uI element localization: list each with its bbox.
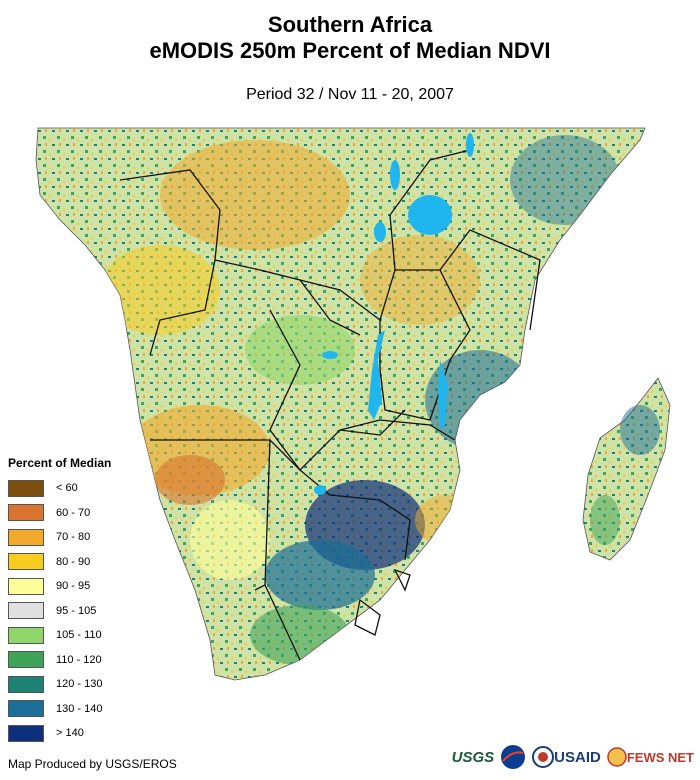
legend-swatch bbox=[8, 724, 44, 742]
legend-item: 90 - 95 bbox=[8, 574, 158, 599]
fews-logo: FEWS NET bbox=[607, 747, 694, 767]
legend-swatch bbox=[8, 528, 44, 546]
legend-title: Percent of Median bbox=[8, 456, 112, 470]
legend-swatch bbox=[8, 675, 44, 693]
legend-label: 60 - 70 bbox=[56, 506, 91, 519]
legend-item: < 60 bbox=[8, 476, 158, 501]
legend-item: 110 - 120 bbox=[8, 648, 158, 673]
legend-items: < 60 60 - 70 70 - 80 80 - 90 90 - 95 95 - 105… bbox=[8, 476, 158, 746]
legend-item: 70 - 80 bbox=[8, 525, 158, 550]
legend-item: 95 - 105 bbox=[8, 599, 158, 624]
ndvi-map bbox=[35, 127, 671, 681]
inland-water bbox=[314, 133, 474, 495]
fews-globe-icon bbox=[607, 747, 627, 767]
logo-strip: USGS USAID FEWS NET bbox=[452, 740, 694, 774]
legend: Percent of Median < 60 60 - 70 70 - 80 80 -… bbox=[8, 456, 158, 746]
nasa-meatball-icon bbox=[501, 745, 526, 769]
legend-swatch bbox=[8, 553, 44, 571]
legend-swatch bbox=[8, 651, 44, 669]
usaid-seal-icon bbox=[532, 746, 555, 768]
legend-label: < 60 bbox=[56, 482, 78, 495]
legend-swatch bbox=[8, 504, 44, 522]
legend-label: > 140 bbox=[56, 727, 84, 740]
legend-label: 70 - 80 bbox=[56, 531, 91, 544]
legend-swatch bbox=[8, 626, 44, 644]
usaid-logo: USAID bbox=[532, 746, 601, 768]
legend-label: 130 - 140 bbox=[56, 702, 103, 715]
madagascar-anomaly bbox=[590, 405, 660, 545]
credit-text: Map Produced by USGS/EROS bbox=[8, 757, 177, 771]
legend-item: > 140 bbox=[8, 721, 158, 746]
legend-label: 80 - 90 bbox=[56, 555, 91, 568]
legend-item: 105 - 110 bbox=[8, 623, 158, 648]
legend-label: 120 - 130 bbox=[56, 678, 103, 691]
legend-label: 90 - 95 bbox=[56, 580, 91, 593]
legend-label: 110 - 120 bbox=[56, 653, 102, 666]
country-borders bbox=[119, 149, 541, 661]
map-subtitle: eMODIS 250m Percent of Median NDVI bbox=[149, 38, 551, 63]
legend-item: 120 - 130 bbox=[8, 672, 158, 697]
usgs-logo-text: USGS bbox=[451, 748, 495, 766]
fews-logo-text: FEWS NET bbox=[626, 749, 694, 765]
title-block: Southern Africa eMODIS 250m Percent of M… bbox=[0, 12, 700, 104]
legend-swatch bbox=[8, 700, 44, 718]
legend-label: 105 - 110 bbox=[56, 629, 102, 642]
usgs-logo: USGS bbox=[452, 749, 495, 766]
usaid-logo-text: USAID bbox=[554, 748, 601, 766]
map-title: Southern Africa bbox=[267, 12, 433, 37]
legend-swatch bbox=[8, 602, 44, 620]
legend-item: 130 - 140 bbox=[8, 697, 158, 722]
legend-label: 95 - 105 bbox=[56, 604, 97, 617]
legend-item: 60 - 70 bbox=[8, 501, 158, 526]
legend-swatch bbox=[8, 577, 44, 595]
period-label: Period 32 / Nov 11 - 20, 2007 bbox=[246, 86, 454, 103]
legend-item: 80 - 90 bbox=[8, 550, 158, 575]
legend-swatch bbox=[8, 479, 44, 497]
nasa-logo bbox=[500, 744, 526, 770]
